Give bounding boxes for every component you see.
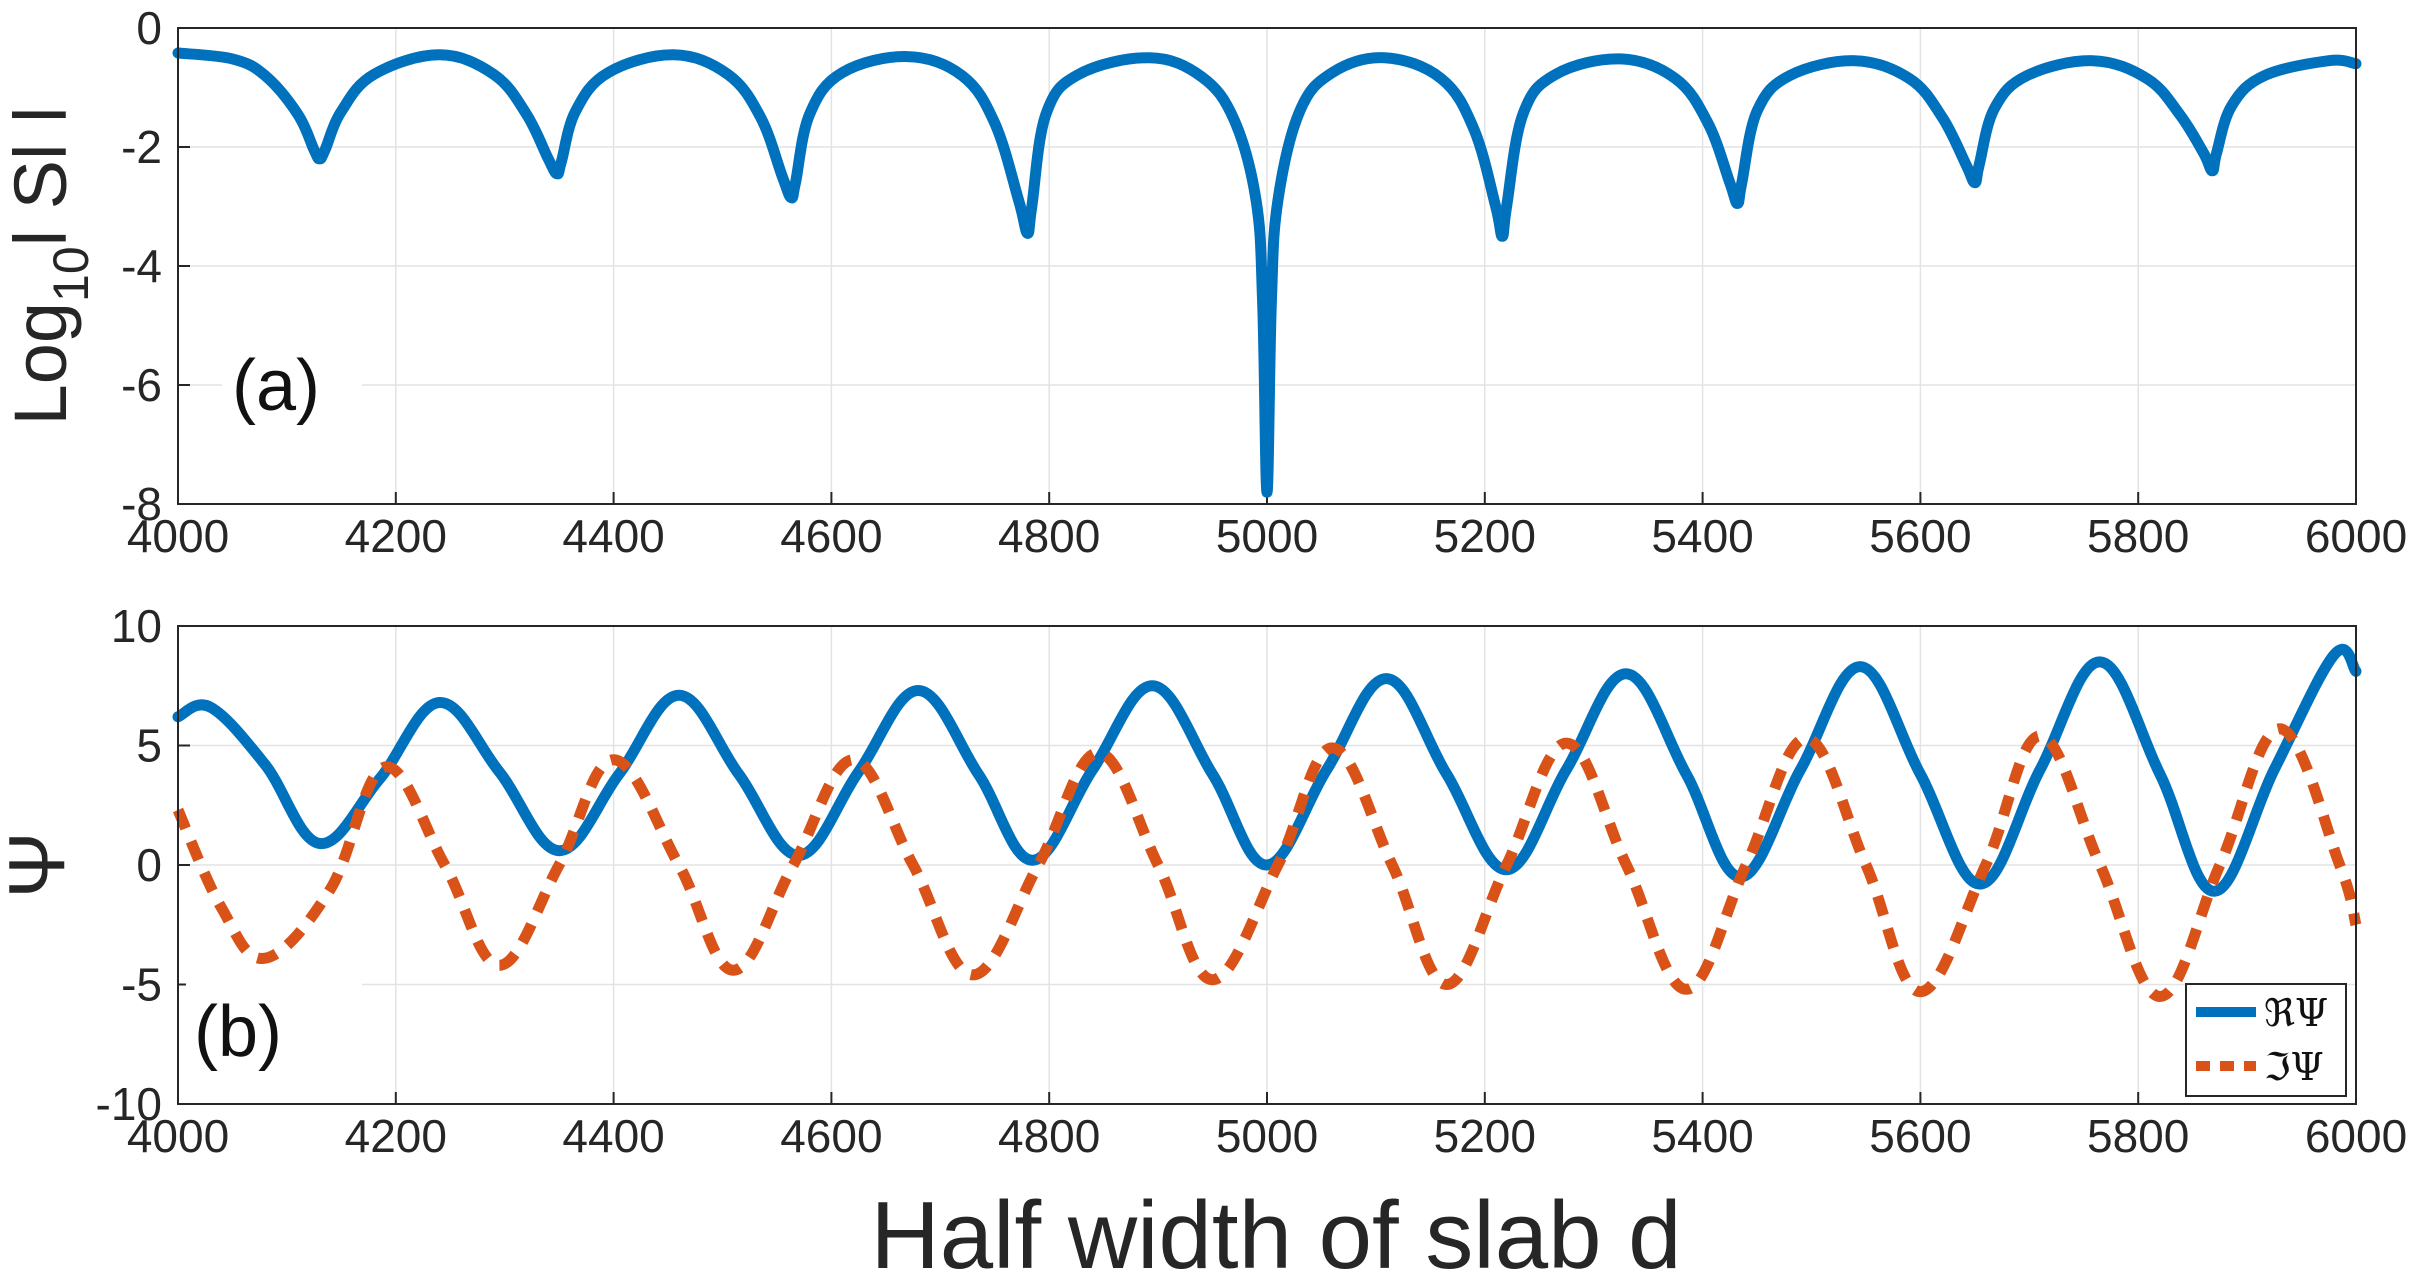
panel-a: 4000 4200 4400 4600 4800 5000 5200 5400 5600 5800… (0, 2, 2407, 562)
panel-b-x-tick-label: 4400 (562, 1110, 664, 1162)
legend: ℜΨ ℑΨ (2185, 983, 2347, 1097)
panel-b-x-tick-labels: 4000 4200 4400 4600 4800 5000 5200 5400 5600 5800… (127, 1110, 2407, 1162)
y-title-subscript: 10 (43, 246, 99, 302)
panel-b-y-tick-label: 0 (136, 839, 162, 891)
panel-b-x-tick-label: 5000 (1216, 1110, 1318, 1162)
panel-b-series-line-imag (172, 723, 2362, 1002)
panel-b: 4000 4200 4400 4600 4800 5000 5200 5400 5600 5800… (0, 600, 2407, 1162)
panel-a-x-tick-label: 4000 (127, 510, 229, 562)
y-title-log: Log (0, 302, 82, 425)
panel-a-y-tick-label: -2 (121, 121, 162, 173)
panel-b-y-tick-label: -5 (121, 959, 162, 1011)
panel-b-series (172, 643, 2362, 1002)
panel-a-x-tick-label: 4400 (562, 510, 664, 562)
panel-b-series-line-real (172, 643, 2362, 897)
panel-a-x-tick-label: 5400 (1651, 510, 1753, 562)
panel-b-y-axis-title: Ψ (0, 832, 81, 899)
panel-b-y-tick-label: 5 (136, 720, 162, 772)
panel-a-x-tick-label: 4800 (998, 510, 1100, 562)
panel-b-label: (b) (194, 992, 282, 1072)
legend-label-real: ℜΨ (2264, 991, 2328, 1035)
panel-b-x-tick-label: 4000 (127, 1110, 229, 1162)
panel-b-x-tick-label: 6000 (2305, 1110, 2407, 1162)
panel-b-axes-box (177, 625, 2357, 1105)
panel-b-x-tick-label: 4800 (998, 1110, 1100, 1162)
panel-a-x-tick-label: 4600 (780, 510, 882, 562)
panel-a-y-tick-labels: 0 -2 -4 -6 -8 (121, 2, 162, 530)
panel-a-x-tick-label: 4200 (345, 510, 447, 562)
y-title-abs-s: l Sl l (0, 107, 82, 247)
panel-a-x-tick-label: 5000 (1216, 510, 1318, 562)
panel-b-y-tick-labels: 10 5 0 -5 -10 (96, 600, 162, 1130)
panel-b-x-tick-label: 5800 (2087, 1110, 2189, 1162)
panel-a-y-tick-label: -4 (121, 240, 162, 292)
panel-a-x-tick-label: 5200 (1434, 510, 1536, 562)
panel-b-y-tick-label: 10 (111, 600, 162, 652)
panel-b-x-tick-label: 4600 (780, 1110, 882, 1162)
panel-b-label-box (186, 968, 362, 1078)
panel-a-x-tick-labels: 4000 4200 4400 4600 4800 5000 5200 5400 5600 5800… (127, 510, 2407, 562)
panel-b-x-tick-label: 5200 (1434, 1110, 1536, 1162)
panel-a-y-tick-label: -8 (121, 478, 162, 530)
panel-a-x-tick-label: 5600 (1869, 510, 1971, 562)
panel-b-x-tick-label: 5400 (1651, 1110, 1753, 1162)
panel-a-x-tick-label: 5800 (2087, 510, 2189, 562)
legend-label-imag: ℑΨ (2264, 1045, 2324, 1089)
panel-a-x-tick-label: 6000 (2305, 510, 2407, 562)
panel-b-y-tick-label: -10 (96, 1078, 162, 1130)
panel-a-series-line-log-s (172, 47, 2362, 498)
panel-b-x-tick-label: 4200 (345, 1110, 447, 1162)
panel-a-y-tick-label: 0 (136, 2, 162, 54)
panel-a-y-tick-label: -6 (121, 359, 162, 411)
panel-a-series (172, 47, 2362, 498)
panel-b-x-tick-label: 5600 (1869, 1110, 1971, 1162)
panel-a-label-box (222, 322, 362, 432)
legend-box (2185, 983, 2347, 1097)
x-axis-title: Half width of slab d (870, 1182, 1681, 1284)
panel-a-y-axis-title: Log10l Sl l (0, 107, 99, 426)
panel-a-label: (a) (232, 346, 320, 426)
panel-a-axes-box (177, 27, 2357, 505)
